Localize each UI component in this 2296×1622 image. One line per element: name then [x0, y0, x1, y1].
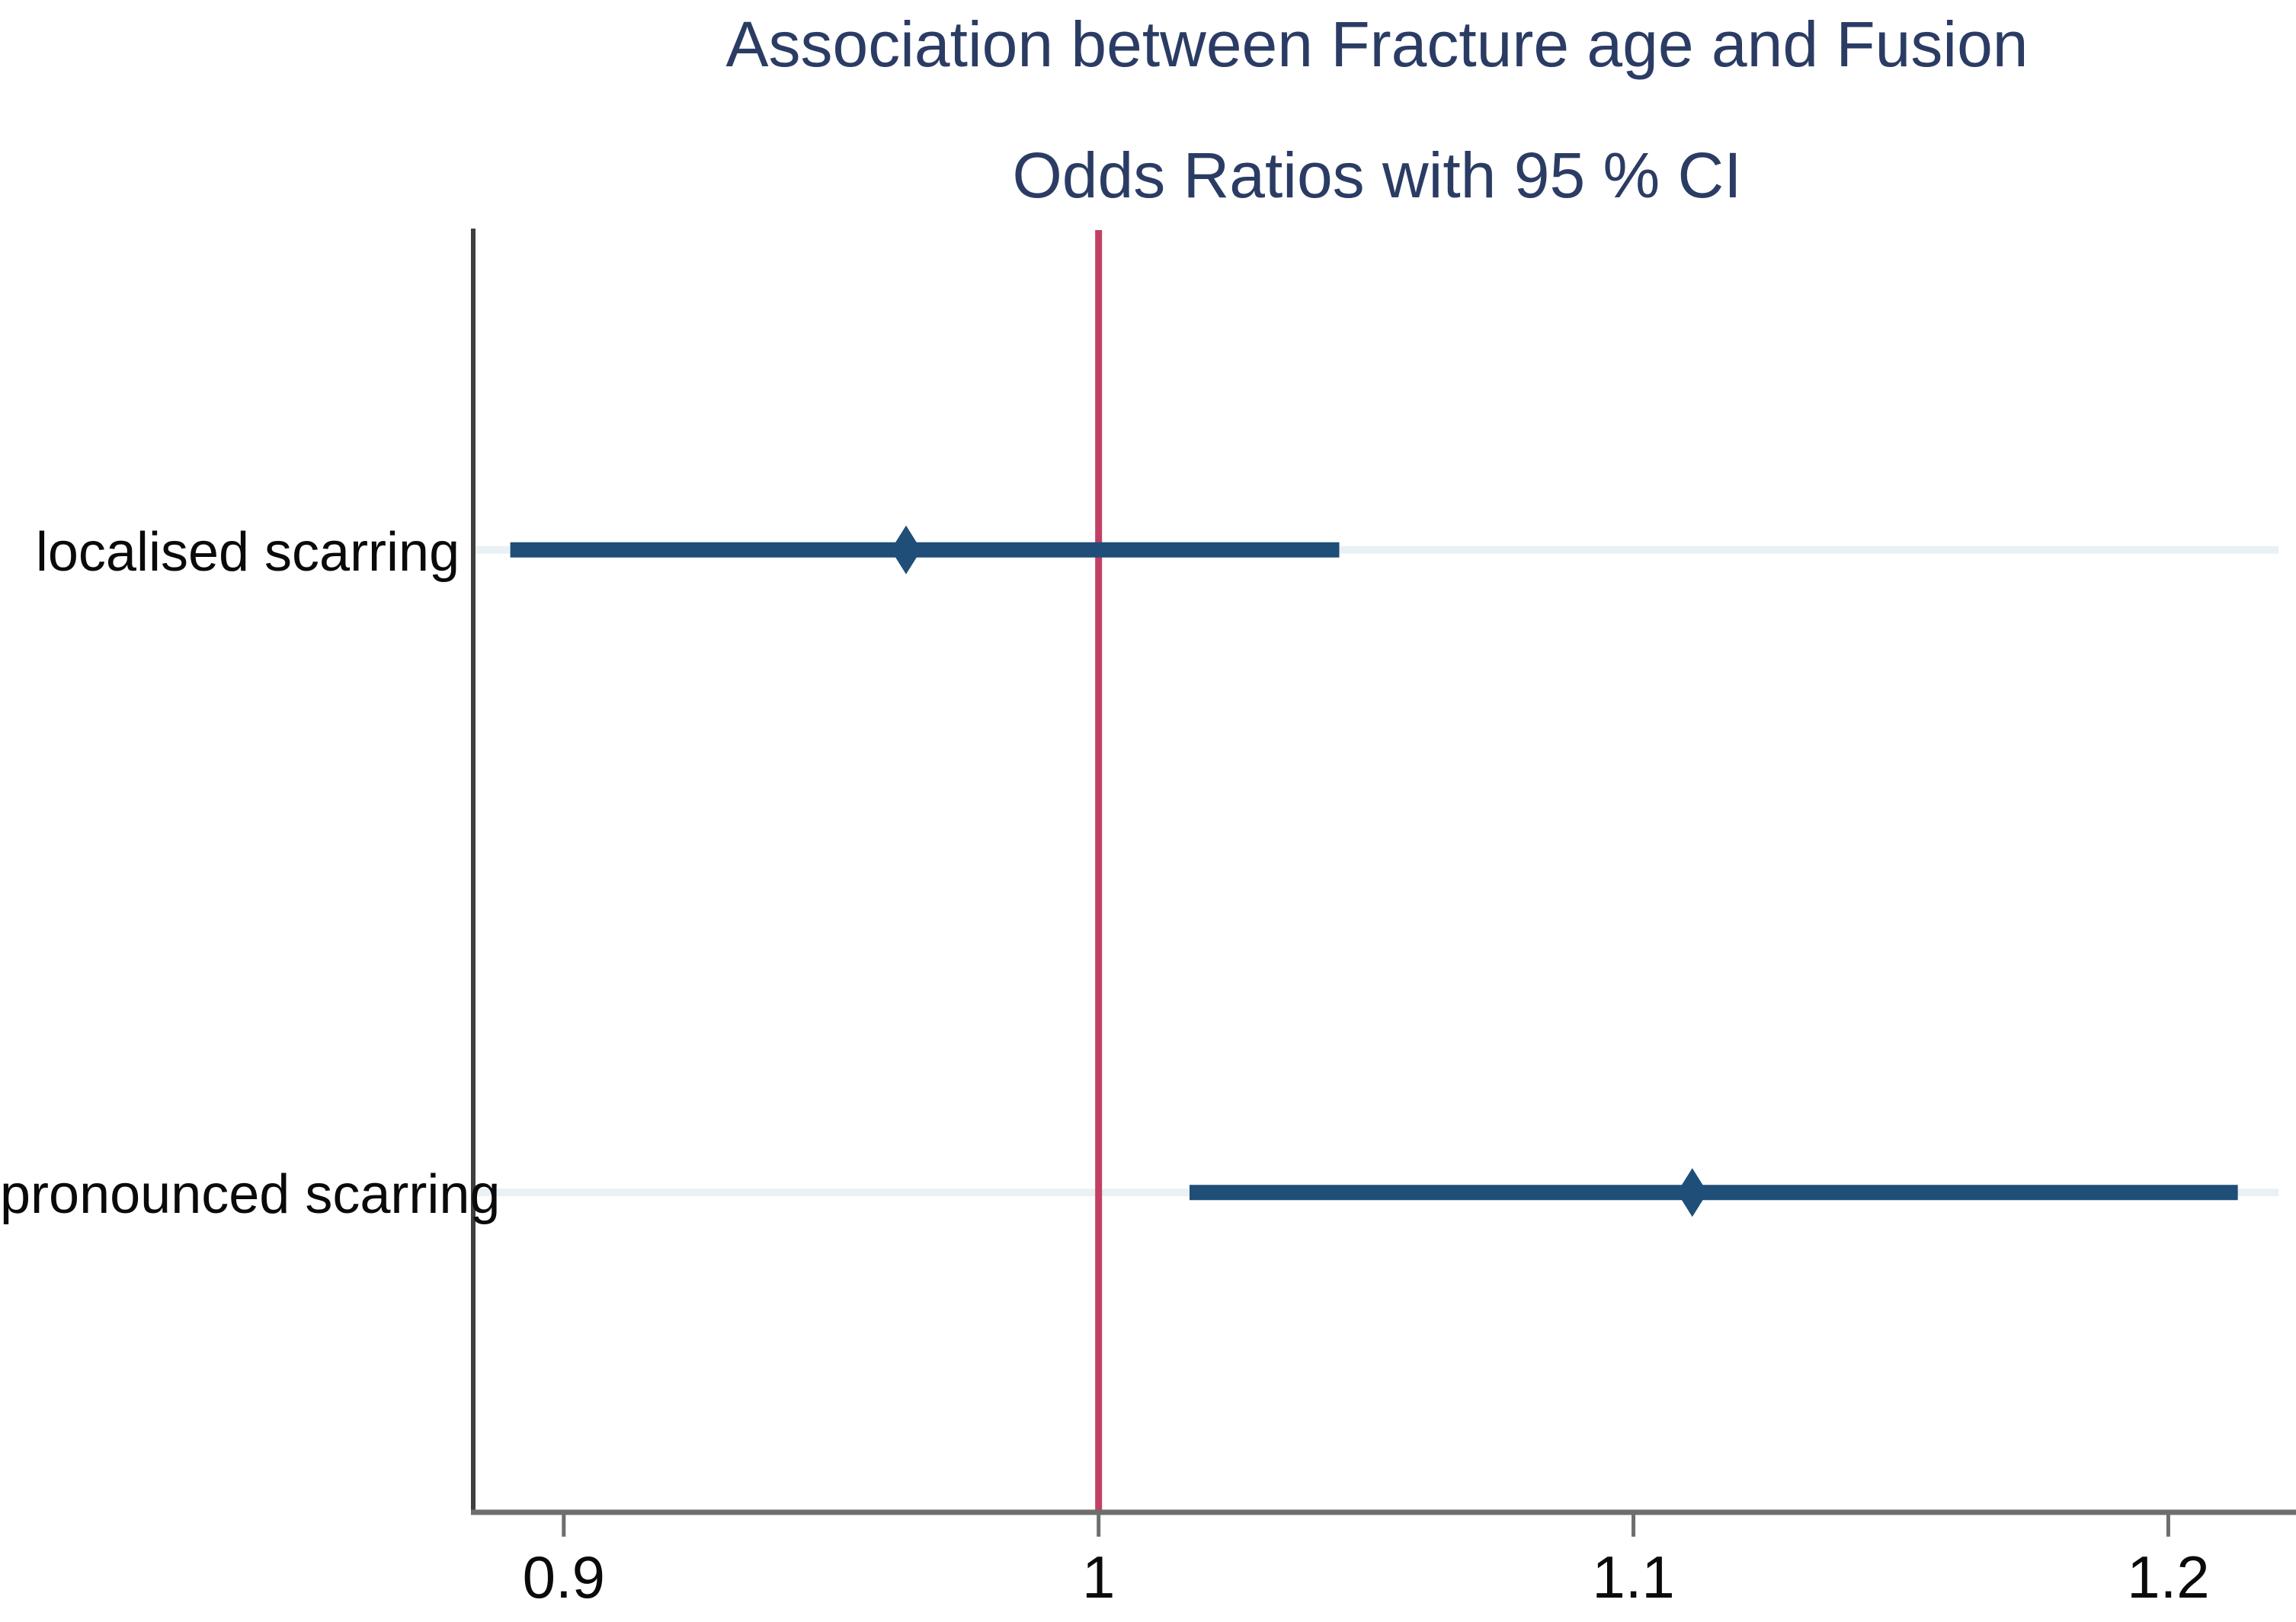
x-tick-label: 1	[1081, 1544, 1116, 1611]
x-tick-label: 1.1	[1592, 1544, 1675, 1611]
category-label: localised scarring	[35, 521, 460, 583]
x-tick-label: 0.9	[522, 1544, 606, 1611]
chart-subtitle: Odds Ratios with 95 % CI	[1012, 139, 1742, 211]
or-diamond-marker	[1676, 1168, 1708, 1217]
chart-title: Association between Fracture age and Fus…	[725, 8, 2029, 80]
category-label: pronounced scarring	[0, 1164, 501, 1226]
or-diamond-marker	[891, 525, 922, 574]
x-tick-label: 1.2	[2127, 1544, 2210, 1611]
